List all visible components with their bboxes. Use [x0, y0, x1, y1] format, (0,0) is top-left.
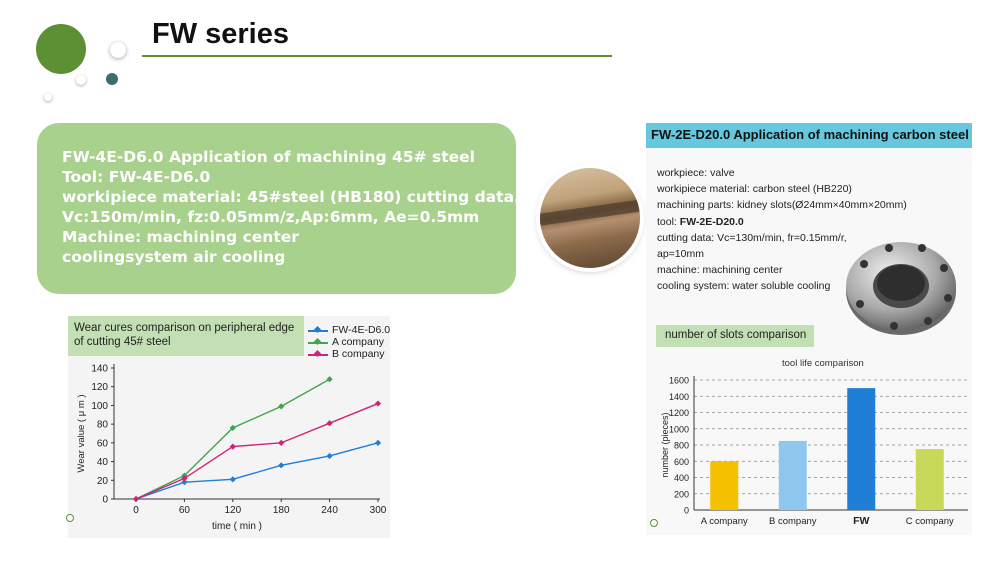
detail-line: cooling system: water soluble cooling — [657, 280, 831, 293]
data-point — [326, 452, 333, 460]
y-axis-label: Wear value ( μ m ) — [76, 394, 87, 472]
tool-label: tool: — [657, 215, 677, 228]
decorative-circle — [36, 24, 86, 74]
section-label: number of slots comparison — [665, 329, 807, 341]
legend-item: B company — [308, 348, 390, 360]
photo-detail — [540, 197, 640, 227]
y-tick-label: 60 — [97, 438, 109, 449]
info-line: Machine: machining center — [62, 228, 299, 246]
legend-item: A company — [308, 336, 390, 348]
slide-marker — [650, 519, 658, 527]
x-tick-label: A company — [701, 516, 748, 527]
detail-line: workipiece material: carbon steel (HB220… — [657, 183, 852, 196]
x-tick-label: 0 — [133, 505, 139, 516]
legend-label: A company — [332, 336, 384, 348]
wear-chart-title-bar — [68, 316, 304, 356]
wear-chart-title: Wear cures comparison on peripheral edge… — [74, 322, 295, 348]
x-tick-label: 120 — [224, 505, 241, 516]
y-tick-label: 20 — [97, 476, 109, 487]
section-label-bar — [656, 325, 814, 347]
y-tick-label: 1600 — [669, 376, 689, 386]
wear-chart-plot: 0 20 40 60 80 100 120 140 0 60 120 180 240 300 time ( … — [76, 364, 387, 533]
x-tick-label: B company — [769, 516, 817, 527]
detail-line: machining parts: kidney slots(Ø24mm×40mm… — [657, 199, 907, 212]
x-tick-label: C company — [906, 516, 954, 527]
y-tick-label: 600 — [674, 457, 689, 467]
tool-life-chart-plot: 0 200 400 600 800 1000 1200 1400 1600 number (pie… — [660, 376, 968, 527]
y-tick-label: 80 — [97, 420, 109, 431]
decorative-circle — [106, 73, 118, 85]
y-tick-label: 1200 — [669, 408, 689, 418]
tool-name: FW-2E-D20.0 — [679, 215, 744, 228]
bar — [915, 449, 944, 510]
detail-line: ap=10mm — [657, 248, 704, 261]
detail-line: workpiece: valve — [657, 167, 735, 179]
legend-label: B company — [332, 348, 385, 360]
decorative-circle — [44, 93, 52, 101]
y-tick-label: 200 — [674, 489, 689, 499]
info-line: Vc:150m/min, fz:0.05mm/z,Ap:6mm, Ae=0.5m… — [62, 208, 480, 226]
wear-chart-panel: Wear cures comparison on peripheral edge… — [68, 316, 390, 538]
data-point — [229, 476, 236, 483]
title-underline — [142, 55, 612, 57]
page-title: FW series — [152, 18, 289, 50]
y-tick-label: 0 — [684, 506, 689, 516]
decorative-circle — [76, 75, 86, 85]
tool-life-chart-title: tool life comparison — [782, 358, 864, 369]
bar — [778, 440, 807, 510]
x-axis-label: time ( min ) — [212, 521, 262, 532]
application-header: FW-2E-D20.0 Application of machining car… — [651, 127, 969, 142]
y-axis-label: number (pieces) — [660, 412, 670, 477]
y-tick-label: 1400 — [669, 392, 689, 402]
y-tick-label: 0 — [102, 495, 108, 506]
data-point — [181, 475, 188, 482]
x-tick-label: 60 — [179, 505, 191, 516]
decorative-circle — [110, 42, 126, 58]
data-point — [278, 462, 285, 469]
data-point — [278, 439, 285, 446]
data-point — [229, 424, 236, 431]
info-line: Tool: FW-4E-D6.0 — [62, 168, 211, 186]
x-tick-label: 240 — [321, 505, 338, 516]
y-tick-label: 1000 — [669, 424, 689, 434]
application-header-bar — [646, 123, 972, 148]
data-point — [326, 420, 333, 427]
y-tick-label: 100 — [91, 401, 108, 412]
machined-part-photo — [540, 168, 640, 268]
detail-line: machine: machining center — [657, 264, 783, 277]
wear-chart-legend: FW-4E-D6.0 A company B company — [308, 324, 390, 360]
legend-item: FW-4E-D6.0 — [308, 324, 390, 336]
bar — [710, 461, 739, 510]
detail-line: cutting data: Vc=130m/min, fr=0.15mm/r, — [657, 231, 847, 244]
bar — [847, 388, 876, 510]
legend-label: FW-4E-D6.0 — [332, 324, 391, 336]
detail-line: tool: FW-2E-D20.0 — [657, 214, 907, 230]
y-tick-label: 800 — [674, 441, 689, 451]
info-box-text: FW-4E-D6.0 Application of machining 45# … — [62, 147, 520, 267]
y-tick-label: 140 — [91, 364, 108, 375]
y-tick-label: 400 — [674, 473, 689, 483]
y-tick-label: 40 — [97, 457, 109, 468]
info-line: workipiece material: 45#steel (HB180) cu… — [62, 188, 520, 206]
series-line — [135, 402, 379, 500]
data-point — [374, 400, 382, 407]
data-point — [326, 376, 333, 383]
data-point — [278, 403, 285, 410]
series-line — [135, 442, 379, 500]
y-tick-label: 120 — [91, 382, 108, 393]
application-details: workpiece: valve workipiece material: ca… — [657, 165, 907, 295]
flange-part-image — [846, 242, 956, 335]
data-point — [132, 495, 140, 503]
info-box — [37, 123, 516, 294]
data-point — [374, 439, 382, 446]
x-tick-label: 180 — [273, 505, 290, 516]
data-point — [181, 479, 188, 486]
info-line: coolingsystem air cooling — [62, 248, 286, 266]
slide-marker — [66, 514, 74, 522]
x-tick-label: FW — [853, 515, 869, 527]
info-line: FW-4E-D6.0 Application of machining 45# … — [62, 148, 475, 166]
x-tick-label: 300 — [370, 505, 387, 516]
